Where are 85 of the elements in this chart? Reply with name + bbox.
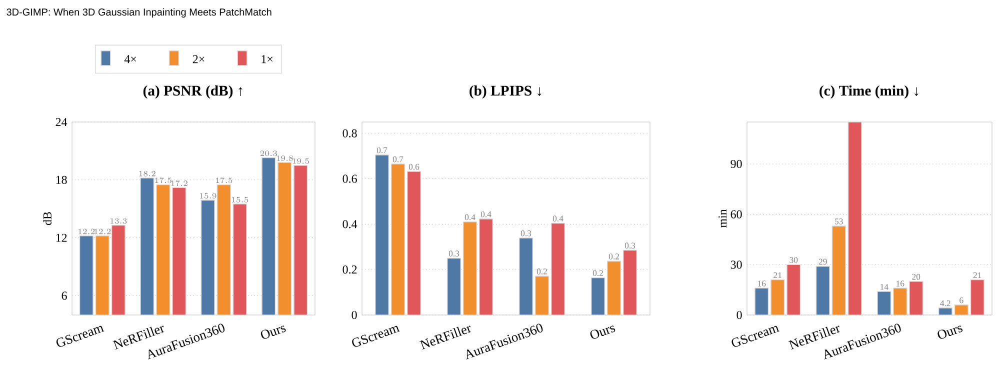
x-tick-label: Ours bbox=[260, 326, 286, 339]
data-label: 0.3 bbox=[624, 242, 636, 249]
bar bbox=[390, 164, 406, 315]
bar bbox=[770, 279, 785, 315]
x-tick-label: GScream bbox=[732, 326, 780, 347]
bar bbox=[786, 264, 801, 315]
data-label: 17. 2 bbox=[171, 180, 188, 186]
data-label: 16 bbox=[896, 280, 904, 286]
x-tick-label: GScream bbox=[56, 326, 104, 347]
bar bbox=[606, 260, 622, 315]
x-tick-label: Ours bbox=[938, 326, 963, 339]
data-label: 0.7 bbox=[392, 156, 404, 162]
data-label: 21 bbox=[774, 272, 782, 278]
y-tick-label: 0.2 bbox=[342, 266, 357, 274]
data-label: 0.4 bbox=[464, 214, 476, 220]
data-label: 17. 5 bbox=[155, 178, 172, 184]
bar bbox=[462, 222, 478, 315]
y-tick-label: 30 bbox=[730, 260, 742, 269]
y-tick-label: 0 bbox=[352, 310, 357, 320]
data-label: 0.2 bbox=[608, 254, 619, 260]
data-label: 12 . 2 bbox=[94, 228, 111, 234]
bar bbox=[816, 266, 830, 315]
bar bbox=[534, 276, 550, 315]
data-label: 14 bbox=[880, 284, 888, 290]
bar bbox=[970, 279, 984, 315]
data-label: 19 . 5 bbox=[292, 158, 309, 164]
chart-title: (a) PSNR (dB) ↑ bbox=[143, 85, 242, 99]
bar bbox=[754, 288, 769, 315]
bar bbox=[550, 222, 566, 315]
legend-label: 4× bbox=[124, 55, 136, 64]
data-label: 17. 5 bbox=[216, 178, 232, 184]
data-label: 16 bbox=[758, 280, 766, 286]
bar bbox=[909, 281, 924, 315]
data-label: 0.3 bbox=[520, 230, 532, 236]
bar bbox=[622, 250, 638, 315]
data-label: 30 bbox=[790, 257, 798, 263]
y-tick-label: 0.8 bbox=[342, 129, 357, 138]
data-label: 13 . 3 bbox=[110, 218, 127, 224]
y-tick-label: 0 bbox=[736, 310, 742, 320]
x-tick-label: GScream bbox=[352, 326, 400, 347]
data-label: 15 . 9 bbox=[200, 193, 216, 199]
data-label: 15 . 5 bbox=[232, 196, 248, 202]
y-tick-label: 24 bbox=[56, 118, 68, 126]
data-label: 0.4 bbox=[552, 216, 564, 222]
bar bbox=[848, 122, 862, 315]
data-label: 19 . 8 bbox=[276, 155, 293, 161]
data-label: 18 . 2 bbox=[139, 170, 156, 176]
bar bbox=[832, 226, 846, 315]
text: 3D-GIMP: When 3D Gaussian Inpainting Meets PatchMatch bbox=[6, 8, 272, 18]
bar bbox=[478, 218, 494, 315]
y-tick-label: 6 bbox=[62, 292, 67, 300]
y-tick-label: 0.4 bbox=[342, 220, 358, 228]
data-label: 0.7 bbox=[376, 147, 388, 154]
data-label: 12 . 2 bbox=[78, 228, 95, 234]
y-tick-label: 0.6 bbox=[342, 174, 357, 183]
y-tick-label: 90 bbox=[730, 160, 742, 168]
bar bbox=[446, 258, 462, 315]
y-axis-title: dB bbox=[43, 212, 52, 226]
chart-title: (b) LPIPS ↓ bbox=[470, 85, 542, 99]
data-label: 0.3 bbox=[448, 250, 460, 256]
chart-title: (c) Time (min) ↓ bbox=[820, 85, 918, 99]
data-label: 0.2 bbox=[536, 268, 547, 274]
bar bbox=[893, 288, 908, 315]
data-label: 4.2 bbox=[940, 300, 950, 306]
legend-label: 2× bbox=[192, 55, 204, 64]
data-label: 29 bbox=[818, 258, 827, 265]
data-label: 0.2 bbox=[592, 270, 603, 276]
data-label: 0.6 bbox=[408, 164, 420, 170]
data-label: 0.4 bbox=[480, 211, 492, 218]
bar bbox=[406, 171, 422, 315]
data-label: 53 bbox=[835, 218, 843, 224]
bar bbox=[374, 154, 390, 315]
y-axis-title: min bbox=[718, 209, 726, 228]
bar bbox=[590, 277, 606, 315]
bar bbox=[518, 238, 534, 315]
y-tick-label: 60 bbox=[730, 210, 742, 218]
y-tick-label: 18 bbox=[56, 176, 67, 184]
data-label: 20 . 3 bbox=[260, 150, 277, 156]
data-label: 20 bbox=[912, 274, 920, 280]
data-label: 21 bbox=[973, 272, 982, 278]
legend-label: 1× bbox=[262, 55, 272, 64]
bar bbox=[877, 291, 892, 315]
x-tick-label: Ours bbox=[590, 326, 616, 339]
data-label: 6 bbox=[960, 297, 964, 304]
y-tick-label: 12 bbox=[56, 234, 67, 242]
